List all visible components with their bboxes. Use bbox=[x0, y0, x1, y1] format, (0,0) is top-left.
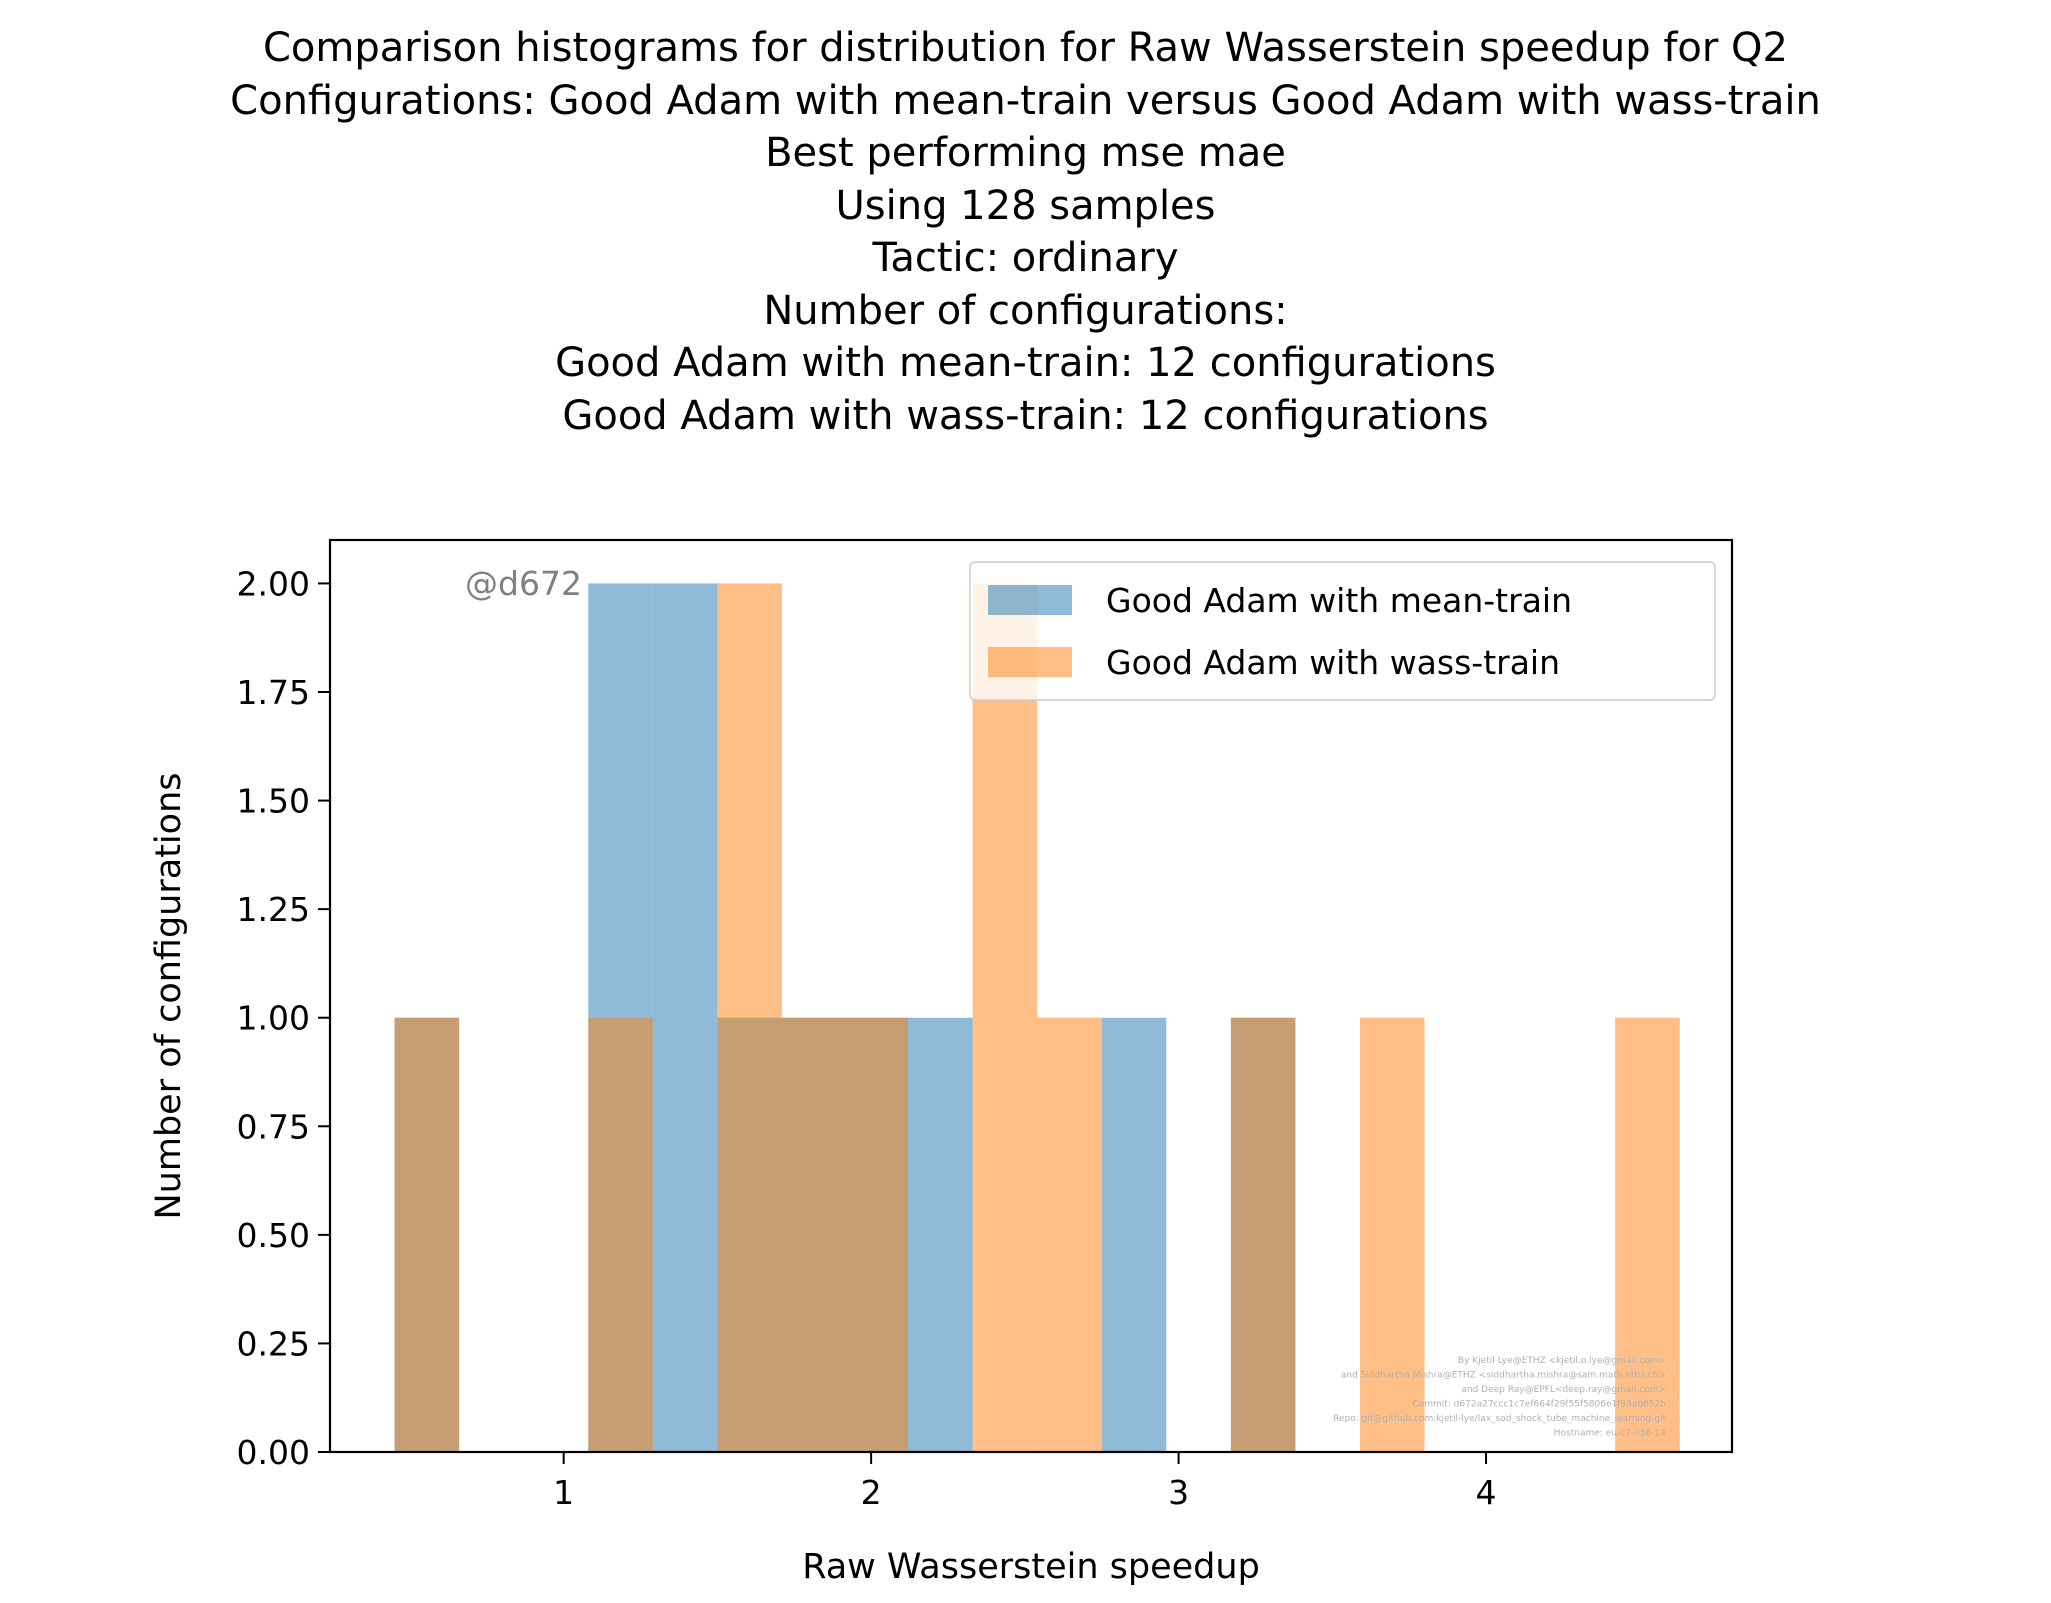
credit-line: By Kjetil Lye@ETHZ <kjetil.o.lye@gmail.c… bbox=[1458, 1356, 1666, 1366]
y-axis-ticks: 0.00 0.25 0.50 0.75 1.00 1.25 1.50 1.75 2.00 bbox=[237, 564, 330, 1472]
histogram-bar-wass-train bbox=[1230, 1017, 1296, 1452]
title-line-7: Good Adam with mean-train: 12 configurat… bbox=[555, 340, 1496, 386]
y-tick-label: 0.50 bbox=[237, 1216, 310, 1255]
credit-line: Repo: git@github.com:kjetil-lye/lax_sod_… bbox=[1333, 1414, 1666, 1424]
y-tick-label: 1.75 bbox=[237, 673, 310, 712]
histogram-bar-wass-train bbox=[781, 1017, 847, 1452]
title-line-3: Best performing mse mae bbox=[765, 130, 1286, 176]
x-tick-label: 4 bbox=[1476, 1473, 1497, 1512]
y-tick-label: 0.00 bbox=[237, 1433, 310, 1472]
y-tick-label: 1.50 bbox=[237, 782, 310, 821]
legend-box bbox=[969, 561, 1716, 701]
legend-swatch-wass-train bbox=[988, 647, 1072, 677]
plot-frame bbox=[328, 538, 1734, 1454]
y-tick-label: 0.25 bbox=[237, 1324, 310, 1363]
histogram-bar-wass-train bbox=[1359, 1017, 1425, 1452]
legend: Good Adam with mean-train Good Adam with… bbox=[969, 561, 1716, 701]
histogram-bar-wass-train bbox=[588, 1017, 653, 1452]
title-line-5: Tactic: ordinary bbox=[872, 235, 1179, 281]
credit-line: and Deep Ray@EPFL<deep.ray@gmail.com> bbox=[1461, 1385, 1666, 1395]
y-axis-label: Number of configurations bbox=[149, 773, 189, 1220]
title-line-1: Comparison histograms for distribution f… bbox=[263, 25, 1788, 71]
histogram-bar-wass-train bbox=[972, 583, 1038, 1452]
x-axis-ticks: 1 2 3 4 bbox=[553, 1452, 1497, 1512]
histogram-bar-mean-train bbox=[908, 1017, 973, 1452]
y-tick-label: 1.00 bbox=[237, 999, 310, 1038]
histogram-bar-wass-train bbox=[717, 583, 782, 1452]
histogram-bar-mean-train bbox=[652, 583, 718, 1452]
y-tick-label: 1.25 bbox=[237, 890, 310, 929]
histogram-bar-wass-train bbox=[1615, 1017, 1680, 1452]
y-tick-label: 2.00 bbox=[237, 564, 310, 603]
x-tick-label: 3 bbox=[1168, 1473, 1189, 1512]
commit-stamp: @d672 bbox=[465, 564, 582, 603]
title-line-2: Configurations: Good Adam with mean-trai… bbox=[230, 77, 1821, 124]
x-tick-label: 1 bbox=[553, 1473, 574, 1512]
histogram-bar-wass-train bbox=[846, 1017, 909, 1452]
histogram-bar-wass-train bbox=[1037, 1017, 1102, 1452]
credit-line: and Siddhartha Mishra@ETHZ <siddhartha.m… bbox=[1341, 1371, 1666, 1381]
title-line-8: Good Adam with wass-train: 12 configurat… bbox=[562, 392, 1489, 439]
chart-title: Comparison histograms for distribution f… bbox=[0, 22, 2051, 442]
legend-label-mean-train: Good Adam with mean-train bbox=[1106, 581, 1572, 620]
legend-label-wass-train: Good Adam with wass-train bbox=[1106, 643, 1560, 682]
title-line-4: Using 128 samples bbox=[835, 182, 1216, 229]
x-axis-label: Raw Wasserstein speedup bbox=[802, 1547, 1260, 1587]
y-tick-label: 0.75 bbox=[237, 1107, 310, 1146]
x-tick-label: 2 bbox=[861, 1473, 882, 1512]
credit-line: Hostname: eu-c7-056-14 bbox=[1554, 1429, 1666, 1439]
histogram-bar-mean-train bbox=[1101, 1017, 1167, 1452]
histogram-bar-wass-train bbox=[394, 1017, 460, 1452]
legend-swatch-mean-train bbox=[988, 585, 1072, 615]
title-line-6: Number of configurations: bbox=[763, 287, 1288, 334]
bars-layer bbox=[394, 583, 1680, 1452]
credit-line: Commit: d672a27ccc1c7ef664f29f55f5806e1f… bbox=[1412, 1400, 1666, 1410]
credits-block: By Kjetil Lye@ETHZ <kjetil.o.lye@gmail.c… bbox=[1333, 1356, 1666, 1439]
